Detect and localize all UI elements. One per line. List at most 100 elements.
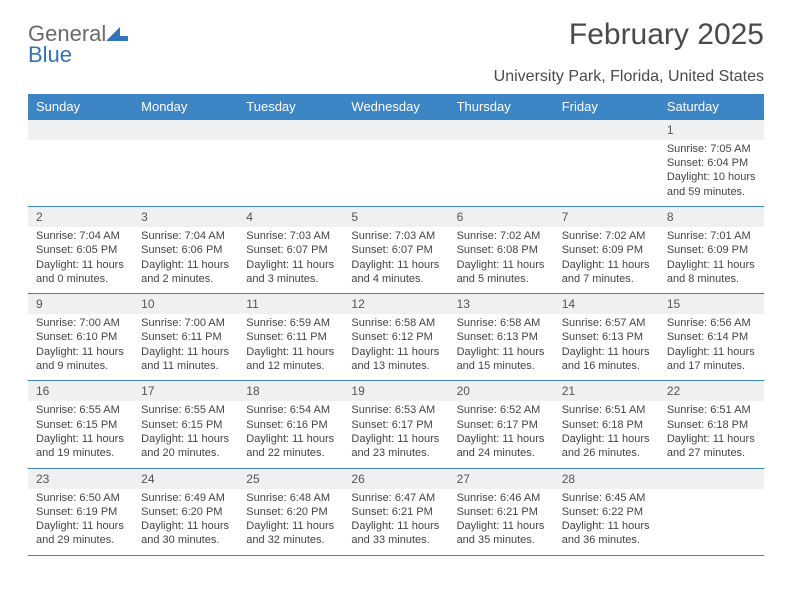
day1-text: Daylight: 11 hours <box>457 432 546 446</box>
day1-text: Daylight: 11 hours <box>246 258 335 272</box>
day-cell <box>238 140 343 206</box>
day1-text: Daylight: 11 hours <box>667 258 756 272</box>
sunrise-text: Sunrise: 7:03 AM <box>246 229 335 243</box>
date-number: 5 <box>343 207 448 227</box>
day-cell: Sunrise: 7:05 AMSunset: 6:04 PMDaylight:… <box>659 140 764 206</box>
weekday-label: Monday <box>133 94 238 120</box>
day2-text: and 4 minutes. <box>351 272 440 286</box>
weekday-label: Wednesday <box>343 94 448 120</box>
day1-text: Daylight: 11 hours <box>36 345 125 359</box>
sunset-text: Sunset: 6:12 PM <box>351 330 440 344</box>
day1-text: Daylight: 11 hours <box>457 258 546 272</box>
sunrise-text: Sunrise: 6:51 AM <box>562 403 651 417</box>
header: General Blue February 2025 <box>28 18 764 66</box>
sunset-text: Sunset: 6:08 PM <box>457 243 546 257</box>
weekday-label: Saturday <box>659 94 764 120</box>
day2-text: and 8 minutes. <box>667 272 756 286</box>
date-number: 10 <box>133 294 238 314</box>
date-row: 9101112131415 <box>28 294 764 314</box>
day-cell: Sunrise: 6:48 AMSunset: 6:20 PMDaylight:… <box>238 489 343 555</box>
sunrise-text: Sunrise: 6:46 AM <box>457 491 546 505</box>
day1-text: Daylight: 11 hours <box>562 519 651 533</box>
day-cell <box>659 489 764 555</box>
sunset-text: Sunset: 6:13 PM <box>457 330 546 344</box>
sunset-text: Sunset: 6:11 PM <box>141 330 230 344</box>
sunset-text: Sunset: 6:07 PM <box>351 243 440 257</box>
day-cell: Sunrise: 6:59 AMSunset: 6:11 PMDaylight:… <box>238 314 343 380</box>
day-cell: Sunrise: 7:00 AMSunset: 6:10 PMDaylight:… <box>28 314 133 380</box>
brand-text: General Blue <box>28 24 128 66</box>
title-block: February 2025 <box>569 18 764 52</box>
date-number: 20 <box>449 381 554 401</box>
sunset-text: Sunset: 6:21 PM <box>351 505 440 519</box>
day2-text: and 3 minutes. <box>246 272 335 286</box>
day-cell: Sunrise: 7:03 AMSunset: 6:07 PMDaylight:… <box>238 227 343 293</box>
date-number: 21 <box>554 381 659 401</box>
sunset-text: Sunset: 6:06 PM <box>141 243 230 257</box>
sunrise-text: Sunrise: 6:55 AM <box>36 403 125 417</box>
day2-text: and 5 minutes. <box>457 272 546 286</box>
day1-text: Daylight: 11 hours <box>457 345 546 359</box>
sunrise-text: Sunrise: 7:03 AM <box>351 229 440 243</box>
day2-text: and 32 minutes. <box>246 533 335 547</box>
sunrise-text: Sunrise: 7:05 AM <box>667 142 756 156</box>
data-row: Sunrise: 6:50 AMSunset: 6:19 PMDaylight:… <box>28 489 764 556</box>
day1-text: Daylight: 11 hours <box>246 519 335 533</box>
sunset-text: Sunset: 6:20 PM <box>141 505 230 519</box>
day2-text: and 59 minutes. <box>667 185 756 199</box>
page-title: February 2025 <box>569 18 764 52</box>
day-cell <box>343 140 448 206</box>
day2-text: and 17 minutes. <box>667 359 756 373</box>
date-number: 8 <box>659 207 764 227</box>
day1-text: Daylight: 11 hours <box>141 519 230 533</box>
date-number: 19 <box>343 381 448 401</box>
sunset-text: Sunset: 6:21 PM <box>457 505 546 519</box>
date-number: 27 <box>449 469 554 489</box>
day2-text: and 29 minutes. <box>36 533 125 547</box>
day-cell: Sunrise: 6:55 AMSunset: 6:15 PMDaylight:… <box>28 401 133 467</box>
sunrise-text: Sunrise: 6:48 AM <box>246 491 335 505</box>
day1-text: Daylight: 11 hours <box>562 432 651 446</box>
sunset-text: Sunset: 6:17 PM <box>351 418 440 432</box>
day2-text: and 36 minutes. <box>562 533 651 547</box>
day2-text: and 27 minutes. <box>667 446 756 460</box>
date-number: 6 <box>449 207 554 227</box>
day-cell: Sunrise: 6:51 AMSunset: 6:18 PMDaylight:… <box>659 401 764 467</box>
date-number <box>28 120 133 140</box>
day1-text: Daylight: 11 hours <box>667 432 756 446</box>
date-number: 14 <box>554 294 659 314</box>
sunset-text: Sunset: 6:04 PM <box>667 156 756 170</box>
day2-text: and 26 minutes. <box>562 446 651 460</box>
sunrise-text: Sunrise: 6:58 AM <box>351 316 440 330</box>
day-cell: Sunrise: 6:51 AMSunset: 6:18 PMDaylight:… <box>554 401 659 467</box>
day-cell: Sunrise: 6:46 AMSunset: 6:21 PMDaylight:… <box>449 489 554 555</box>
day2-text: and 16 minutes. <box>562 359 651 373</box>
date-number <box>238 120 343 140</box>
sunset-text: Sunset: 6:13 PM <box>562 330 651 344</box>
day-cell: Sunrise: 6:50 AMSunset: 6:19 PMDaylight:… <box>28 489 133 555</box>
sunrise-text: Sunrise: 6:52 AM <box>457 403 546 417</box>
sunset-text: Sunset: 6:09 PM <box>562 243 651 257</box>
date-number: 7 <box>554 207 659 227</box>
day2-text: and 13 minutes. <box>351 359 440 373</box>
sunrise-text: Sunrise: 7:04 AM <box>141 229 230 243</box>
day2-text: and 15 minutes. <box>457 359 546 373</box>
day-cell <box>28 140 133 206</box>
sunrise-text: Sunrise: 6:49 AM <box>141 491 230 505</box>
date-number <box>449 120 554 140</box>
day2-text: and 12 minutes. <box>246 359 335 373</box>
day2-text: and 22 minutes. <box>246 446 335 460</box>
date-number: 23 <box>28 469 133 489</box>
day-cell: Sunrise: 6:52 AMSunset: 6:17 PMDaylight:… <box>449 401 554 467</box>
day1-text: Daylight: 10 hours <box>667 170 756 184</box>
sunrise-text: Sunrise: 6:55 AM <box>141 403 230 417</box>
sunrise-text: Sunrise: 7:04 AM <box>36 229 125 243</box>
date-number: 11 <box>238 294 343 314</box>
day1-text: Daylight: 11 hours <box>36 432 125 446</box>
sunset-text: Sunset: 6:17 PM <box>457 418 546 432</box>
day-cell <box>449 140 554 206</box>
day-cell: Sunrise: 6:58 AMSunset: 6:12 PMDaylight:… <box>343 314 448 380</box>
data-row: Sunrise: 6:55 AMSunset: 6:15 PMDaylight:… <box>28 401 764 468</box>
sunset-text: Sunset: 6:15 PM <box>36 418 125 432</box>
day-cell: Sunrise: 6:54 AMSunset: 6:16 PMDaylight:… <box>238 401 343 467</box>
